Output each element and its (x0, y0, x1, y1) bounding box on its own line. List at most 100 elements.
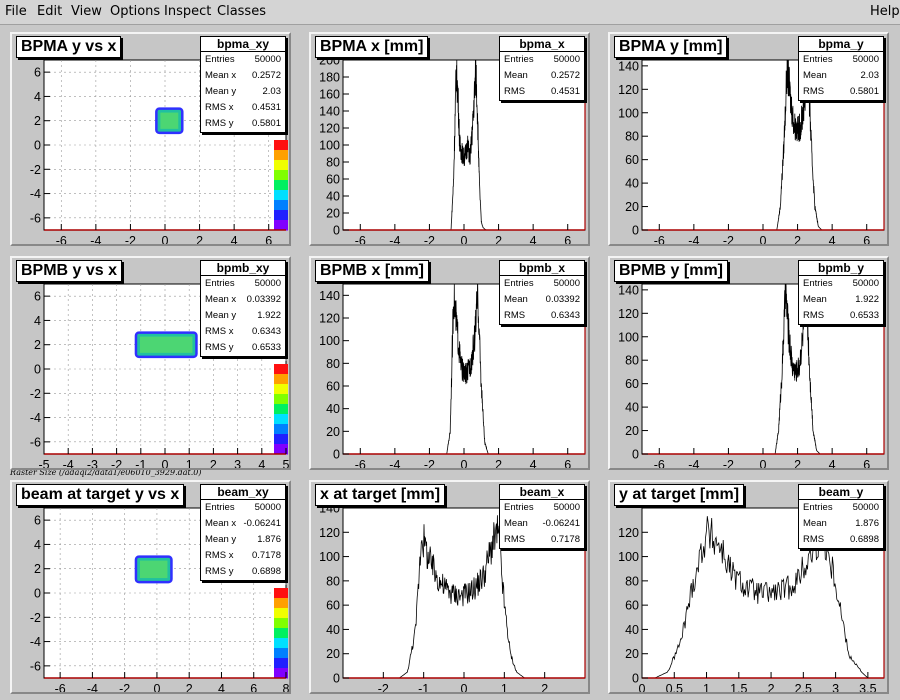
x-tick-label: -2 (111, 458, 122, 468)
stats-value: 0.4531 (550, 86, 580, 97)
x-tick-label: -6 (654, 458, 665, 468)
x-tick-label: 4 (218, 682, 225, 692)
pad-bpmb_y[interactable]: -6 -4 -2 0 2 4 6 0 20 40 60 80 100 120 140 BPMB y [mm] b… (608, 256, 889, 470)
stats-title: bpma_y (799, 37, 883, 52)
y-tick-label: 80 (625, 574, 639, 588)
y-tick-label: 120 (618, 526, 639, 540)
pad-beam_y[interactable]: 0 0.5 1 1.5 2 2.5 3 3.5 0 20 40 60 80 100 120 y at targ… (608, 480, 889, 694)
stats-key: Entries (803, 278, 833, 289)
stats-value: 0.4531 (251, 102, 281, 113)
stats-row: RMS 0.4531 (500, 84, 584, 100)
menu-inspect[interactable]: Inspect (164, 4, 212, 19)
stats-value: 50000 (553, 502, 580, 513)
stats-row: Mean y 1.876 (201, 532, 285, 548)
pad-beam_x[interactable]: -2 -1 0 1 2 0 20 40 60 80 100 120 140 x at target [mm… (309, 480, 590, 694)
y-tick-label: 4 (34, 90, 41, 104)
menu-view[interactable]: View (71, 4, 102, 19)
y-tick-label: 4 (34, 538, 41, 552)
beam-spot-core (139, 336, 193, 353)
x-tick-label: 4 (530, 458, 537, 468)
stats-key: RMS y (205, 342, 234, 353)
stats-key: Entries (205, 54, 235, 65)
pad-bpmb_x[interactable]: -6 -4 -2 0 2 4 6 0 20 40 60 80 100 120 140 BPMB x [mm] b… (309, 256, 590, 470)
menu-file[interactable]: File (5, 4, 27, 19)
x-tick-label: 2 (794, 234, 801, 244)
stats-key: Mean y (205, 310, 237, 321)
stats-key: Entries (205, 278, 235, 289)
y-tick-label: 2 (34, 338, 41, 352)
y-tick-label: 6 (34, 514, 41, 528)
y-tick-label: 20 (326, 425, 340, 439)
x-tick-label: 2 (495, 458, 502, 468)
pad-title: BPMA x [mm] (315, 36, 429, 58)
root-canvas[interactable]: Raster Size (/adaql2/data1/e06010_3929.d… (0, 26, 900, 700)
y-tick-label: 6 (34, 290, 41, 304)
y-tick-label: 80 (625, 130, 639, 144)
pad-bpma_x[interactable]: -6 -4 -2 0 2 4 6 0 20 40 60 80 100 120 140 160 180 200 BPM… (309, 32, 590, 246)
y-tick-label: 40 (625, 623, 639, 637)
x-tick-label: -1 (418, 682, 429, 692)
stats-key: Entries (803, 502, 833, 513)
menu-options[interactable]: Options (110, 4, 161, 19)
stats-row: RMS 0.6533 (799, 308, 883, 324)
x-tick-label: -6 (654, 234, 665, 244)
stats-row: RMS x 0.6343 (201, 324, 285, 340)
pad-title: beam at target y vs x (16, 484, 185, 506)
palette-segment (274, 374, 288, 385)
menu-help[interactable]: Help (870, 4, 900, 19)
menu-classes[interactable]: Classes (217, 4, 266, 19)
stats-row: RMS x 0.7178 (201, 548, 285, 564)
palette-segment (274, 384, 288, 395)
pad-bpma_y[interactable]: -6 -4 -2 0 2 4 6 0 20 40 60 80 100 120 140 BPMA y [mm] b… (608, 32, 889, 246)
stats-row: Mean 0.03392 (500, 292, 584, 308)
y-tick-label: 60 (625, 377, 639, 391)
histogram-line (774, 283, 821, 455)
y-tick-label: -2 (30, 163, 41, 177)
stats-key: Mean (803, 70, 827, 81)
x-tick-label: 4 (530, 234, 537, 244)
stats-value: 1.922 (257, 310, 281, 321)
palette-segment (274, 648, 288, 659)
stats-title: bpma_xy (201, 37, 285, 52)
stats-row: Entries 50000 (799, 276, 883, 292)
palette-segment (274, 424, 288, 435)
stats-box: beam_y Entries 50000 Mean 1.876 RMS 0.6898 (798, 484, 884, 549)
x-tick-label: 0 (461, 234, 468, 244)
y-tick-label: 80 (326, 156, 340, 170)
stats-value: 50000 (852, 278, 879, 289)
stats-key: RMS y (205, 118, 234, 129)
stats-row: Mean x 0.03392 (201, 292, 285, 308)
y-tick-label: 0 (34, 587, 41, 601)
menu-edit[interactable]: Edit (37, 4, 63, 19)
pad-bpmb_xy[interactable]: 01020304050-5-4-3-2-1012345-6-4-20246BPM… (10, 256, 291, 470)
x-tick-label: 0 (760, 234, 767, 244)
stats-value: 0.7178 (550, 534, 580, 545)
stats-key: RMS (803, 310, 825, 321)
stats-row: Entries 50000 (201, 500, 285, 516)
x-tick-label: -2 (424, 458, 435, 468)
y-tick-label: 100 (319, 550, 340, 564)
stats-key: RMS x (205, 326, 234, 337)
x-tick-label: 3 (832, 682, 839, 692)
x-tick-label: 2 (210, 458, 217, 468)
y-tick-label: 160 (319, 88, 340, 102)
stats-row: Entries 50000 (500, 52, 584, 68)
stats-row: Entries 50000 (201, 276, 285, 292)
y-tick-label: 0 (632, 672, 639, 686)
pad-title: BPMB x [mm] (315, 260, 430, 282)
stats-row: Mean 1.922 (799, 292, 883, 308)
y-tick-label: 100 (319, 139, 340, 153)
x-tick-label: 6 (265, 234, 272, 244)
stats-key: RMS (504, 86, 526, 97)
stats-value: 0.6533 (849, 310, 879, 321)
stats-value: 0.5801 (849, 86, 879, 97)
stats-value: 50000 (254, 278, 281, 289)
palette-segment (274, 608, 288, 619)
palette-segment (274, 160, 288, 171)
stats-title: bpma_x (500, 37, 584, 52)
stats-key: RMS (803, 534, 825, 545)
beam-spot-core (160, 112, 179, 129)
